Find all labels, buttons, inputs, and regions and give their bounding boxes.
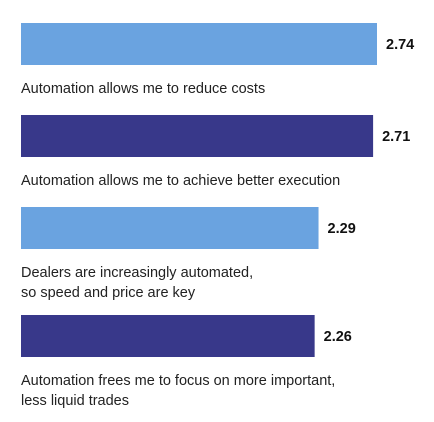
bar-1 bbox=[21, 23, 377, 65]
bar-value-label-1: 2.74 bbox=[386, 37, 414, 53]
bar-2 bbox=[21, 115, 374, 157]
category-label-4-line-2: less liquid trades bbox=[21, 393, 129, 409]
bar-value-label-2: 2.71 bbox=[382, 129, 410, 145]
bar-3 bbox=[21, 207, 319, 249]
category-label-2: Automation allows me to achieve better e… bbox=[21, 173, 340, 189]
category-label-3-line-2: so speed and price are key bbox=[21, 285, 196, 301]
bar-value-label-4: 2.26 bbox=[324, 329, 352, 345]
bar-value-label-3: 2.29 bbox=[328, 221, 356, 237]
category-label-4-line-1: Automation frees me to focus on more imp… bbox=[21, 373, 335, 389]
bar-4 bbox=[21, 315, 315, 357]
category-label-3-line-1: Dealers are increasingly automated, bbox=[21, 265, 253, 281]
category-label-1: Automation allows me to reduce costs bbox=[21, 81, 265, 97]
